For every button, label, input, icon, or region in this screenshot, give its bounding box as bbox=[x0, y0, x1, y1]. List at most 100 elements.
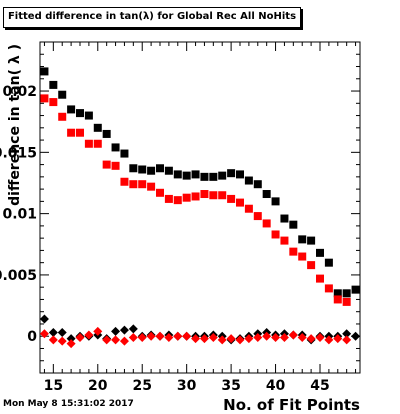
data-point-diamond-series-3 bbox=[119, 336, 129, 346]
chart-title: Fitted difference in tan(λ) for Global R… bbox=[7, 11, 297, 22]
data-point-square-series-0 bbox=[164, 166, 173, 175]
data-point-square-series-0 bbox=[262, 190, 271, 199]
data-point-diamond-series-3 bbox=[146, 331, 156, 341]
data-point-square-series-0 bbox=[129, 164, 138, 173]
data-point-square-series-0 bbox=[342, 289, 351, 298]
data-point-square-series-0 bbox=[316, 248, 324, 257]
data-point-diamond-series-3 bbox=[128, 332, 138, 342]
data-point-diamond-series-3 bbox=[235, 335, 245, 345]
data-point-square-series-0 bbox=[40, 67, 49, 76]
y-axis-label: difference in tan( λ ) bbox=[7, 44, 23, 206]
data-point-square-series-1 bbox=[191, 192, 200, 201]
data-point-square-series-0 bbox=[333, 289, 342, 298]
data-point-diamond-series-3 bbox=[84, 330, 94, 340]
data-point-diamond-series-3 bbox=[191, 334, 201, 344]
data-point-square-series-0 bbox=[58, 90, 67, 99]
data-point-diamond-series-3 bbox=[297, 332, 307, 342]
data-point-square-series-0 bbox=[209, 172, 218, 181]
data-point-diamond-series-3 bbox=[306, 334, 316, 344]
data-point-square-series-0 bbox=[120, 149, 129, 158]
data-point-diamond-series-3 bbox=[93, 326, 103, 336]
data-point-diamond-series-3 bbox=[279, 332, 289, 342]
data-point-square-series-1 bbox=[262, 219, 271, 228]
data-point-square-series-0 bbox=[111, 143, 120, 152]
data-point-diamond-series-2 bbox=[119, 325, 129, 335]
timestamp: Mon May 8 15:31:02 2017 bbox=[3, 399, 134, 409]
data-point-square-series-1 bbox=[93, 139, 102, 148]
data-point-square-series-1 bbox=[324, 284, 333, 293]
data-point-square-series-1 bbox=[253, 212, 262, 221]
data-point-diamond-series-3 bbox=[342, 335, 352, 345]
data-point-square-series-0 bbox=[289, 220, 298, 229]
data-point-diamond-series-3 bbox=[315, 332, 325, 342]
data-point-square-series-0 bbox=[253, 180, 262, 189]
data-point-square-series-0 bbox=[84, 111, 93, 120]
data-point-diamond-series-2 bbox=[351, 331, 361, 341]
data-point-square-series-1 bbox=[58, 112, 67, 121]
data-point-square-series-0 bbox=[156, 164, 164, 173]
data-point-square-series-0 bbox=[351, 285, 360, 294]
data-point-square-series-0 bbox=[227, 169, 236, 178]
data-point-diamond-series-3 bbox=[155, 331, 165, 341]
chart-title-box: Fitted difference in tan(λ) for Global R… bbox=[3, 7, 301, 28]
data-point-square-series-0 bbox=[307, 236, 316, 245]
data-point-square-series-1 bbox=[316, 274, 324, 283]
data-point-square-series-0 bbox=[173, 170, 182, 179]
data-point-square-series-1 bbox=[164, 194, 173, 203]
data-point-diamond-series-3 bbox=[102, 335, 112, 345]
data-point-square-series-1 bbox=[209, 191, 218, 200]
x-tick-label: 40 bbox=[266, 378, 286, 394]
data-point-square-series-0 bbox=[93, 123, 102, 132]
data-point-square-series-1 bbox=[244, 204, 253, 213]
data-point-square-series-1 bbox=[227, 194, 236, 203]
data-point-diamond-series-3 bbox=[271, 332, 281, 342]
data-point-square-series-1 bbox=[147, 182, 156, 191]
data-point-square-series-0 bbox=[280, 214, 289, 223]
data-point-square-series-1 bbox=[49, 98, 58, 107]
data-point-square-series-1 bbox=[156, 188, 164, 197]
data-point-square-series-1 bbox=[111, 161, 120, 170]
data-point-diamond-series-3 bbox=[324, 335, 334, 345]
data-point-square-series-0 bbox=[200, 172, 209, 181]
data-point-diamond-series-3 bbox=[253, 332, 263, 342]
data-point-diamond-series-3 bbox=[164, 332, 174, 342]
data-point-diamond-series-2 bbox=[48, 328, 58, 338]
data-point-square-series-0 bbox=[67, 105, 76, 114]
y-tick-label: 0.01 bbox=[2, 207, 37, 223]
data-point-diamond-series-3 bbox=[288, 330, 298, 340]
data-point-diamond-series-2 bbox=[39, 314, 49, 324]
data-point-square-series-1 bbox=[236, 198, 244, 207]
data-point-diamond-series-3 bbox=[244, 334, 254, 344]
data-point-square-series-1 bbox=[129, 180, 138, 189]
data-point-square-series-0 bbox=[182, 171, 191, 180]
x-tick-label: 15 bbox=[44, 378, 63, 394]
data-point-square-series-0 bbox=[76, 109, 84, 118]
y-tick-label: 0.02 bbox=[2, 84, 37, 100]
data-point-square-series-0 bbox=[298, 235, 307, 244]
data-point-square-series-1 bbox=[307, 261, 316, 270]
data-point-square-series-1 bbox=[298, 252, 307, 261]
data-point-square-series-0 bbox=[244, 176, 253, 185]
x-tick-label: 30 bbox=[177, 378, 197, 394]
data-point-diamond-series-2 bbox=[66, 334, 76, 344]
data-point-square-series-1 bbox=[138, 180, 147, 189]
data-point-square-series-1 bbox=[218, 191, 227, 200]
data-point-diamond-series-3 bbox=[182, 331, 192, 341]
data-point-square-series-1 bbox=[280, 236, 289, 245]
data-point-square-series-0 bbox=[324, 258, 333, 267]
data-point-square-series-0 bbox=[138, 165, 147, 174]
data-point-square-series-1 bbox=[271, 230, 280, 239]
data-point-square-series-1 bbox=[120, 177, 129, 186]
data-point-diamond-series-2 bbox=[111, 326, 121, 336]
data-point-diamond-series-3 bbox=[66, 339, 76, 349]
data-point-square-series-0 bbox=[191, 170, 200, 179]
x-tick-label: 20 bbox=[88, 378, 108, 394]
y-tick-label: 0.015 bbox=[0, 145, 37, 161]
data-point-diamond-series-3 bbox=[173, 331, 183, 341]
data-point-diamond-series-3 bbox=[57, 336, 67, 346]
y-tick-label: 0 bbox=[27, 329, 37, 345]
data-point-diamond-series-3 bbox=[111, 335, 121, 345]
data-point-diamond-series-3 bbox=[262, 331, 272, 341]
x-axis-label: No. of Fit Points bbox=[223, 396, 360, 414]
x-tick-label: 45 bbox=[310, 378, 329, 394]
